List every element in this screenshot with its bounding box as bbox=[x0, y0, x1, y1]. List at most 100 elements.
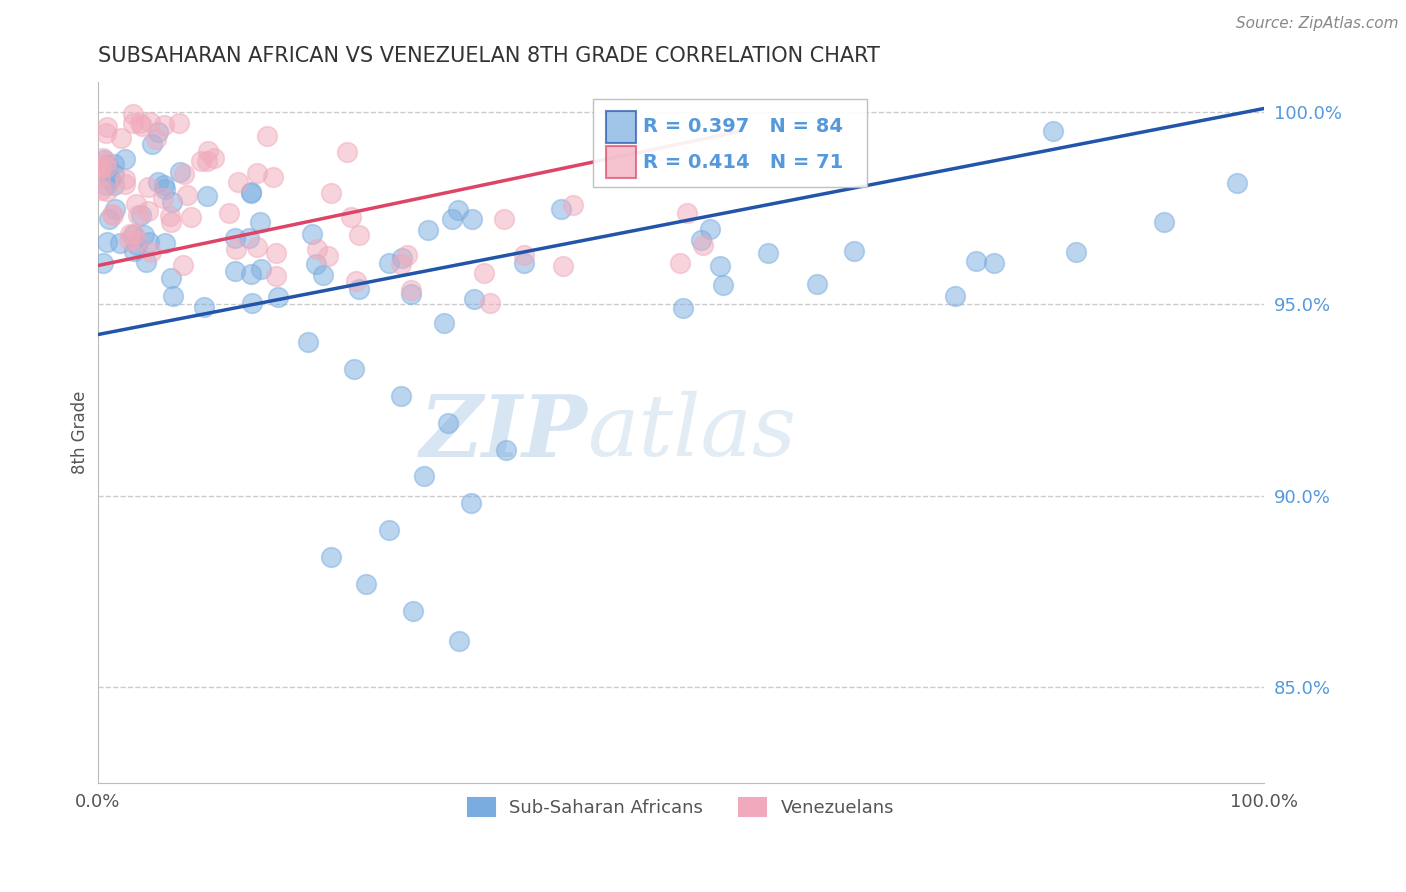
Point bbox=[97, 212, 120, 227]
Point bbox=[103, 157, 125, 171]
Point bbox=[378, 523, 401, 537]
Point bbox=[160, 271, 183, 285]
Point bbox=[240, 296, 263, 310]
Point bbox=[89, 170, 111, 185]
Point bbox=[139, 244, 162, 259]
Point bbox=[110, 131, 132, 145]
Point bbox=[1064, 245, 1087, 260]
Point bbox=[436, 416, 458, 430]
Point bbox=[267, 290, 290, 304]
Text: Source: ZipAtlas.com: Source: ZipAtlas.com bbox=[1236, 16, 1399, 31]
Point bbox=[447, 202, 470, 217]
Point bbox=[103, 202, 125, 216]
Point bbox=[172, 258, 194, 272]
Point bbox=[336, 145, 359, 159]
Point bbox=[87, 161, 110, 176]
Point bbox=[180, 211, 202, 225]
Point bbox=[131, 120, 153, 134]
Point bbox=[550, 202, 572, 217]
Point bbox=[463, 292, 485, 306]
Point bbox=[145, 132, 167, 146]
Point bbox=[91, 256, 114, 270]
Point bbox=[136, 204, 159, 219]
Point bbox=[96, 126, 118, 140]
Point bbox=[100, 172, 122, 186]
Point bbox=[146, 125, 169, 139]
Point bbox=[122, 244, 145, 259]
Y-axis label: 8th Grade: 8th Grade bbox=[72, 391, 89, 474]
Point bbox=[90, 183, 112, 197]
Point bbox=[478, 296, 501, 310]
Point bbox=[249, 215, 271, 229]
Point bbox=[202, 151, 225, 165]
Point bbox=[301, 227, 323, 242]
Point bbox=[239, 185, 262, 199]
Point bbox=[1153, 215, 1175, 229]
Point bbox=[173, 168, 195, 182]
Point bbox=[344, 274, 367, 288]
Point bbox=[228, 175, 250, 189]
Point bbox=[125, 197, 148, 211]
Point bbox=[297, 335, 319, 350]
Point bbox=[389, 389, 412, 403]
Point bbox=[135, 255, 157, 269]
Point bbox=[131, 209, 153, 223]
Point bbox=[699, 222, 721, 236]
Point bbox=[124, 234, 146, 248]
Point bbox=[125, 237, 148, 252]
Point bbox=[965, 253, 987, 268]
Point bbox=[103, 178, 125, 192]
Point bbox=[1042, 123, 1064, 137]
Point bbox=[441, 212, 464, 227]
Point bbox=[239, 186, 262, 201]
Point bbox=[160, 194, 183, 209]
Point bbox=[90, 161, 112, 176]
Point bbox=[114, 152, 136, 166]
Point bbox=[96, 158, 118, 172]
FancyBboxPatch shape bbox=[606, 111, 637, 143]
Point bbox=[127, 207, 149, 221]
Point bbox=[195, 153, 218, 168]
Point bbox=[225, 243, 247, 257]
Text: ZIP: ZIP bbox=[419, 391, 588, 475]
Point bbox=[354, 576, 377, 591]
Point bbox=[129, 116, 152, 130]
Point bbox=[319, 549, 342, 564]
Point bbox=[513, 248, 536, 262]
Point bbox=[152, 178, 174, 192]
Point bbox=[91, 152, 114, 166]
Point bbox=[96, 235, 118, 250]
Point bbox=[672, 301, 695, 315]
Point bbox=[169, 165, 191, 179]
Point bbox=[96, 184, 118, 198]
Point bbox=[141, 137, 163, 152]
Point bbox=[193, 300, 215, 314]
Point bbox=[561, 197, 583, 211]
Point bbox=[96, 161, 118, 175]
Point bbox=[378, 256, 401, 270]
Point bbox=[264, 268, 287, 283]
Point bbox=[418, 223, 440, 237]
Point bbox=[101, 208, 124, 222]
Point bbox=[146, 175, 169, 189]
Point bbox=[94, 155, 117, 169]
Point bbox=[319, 186, 342, 200]
Text: R = 0.414   N = 71: R = 0.414 N = 71 bbox=[644, 153, 844, 171]
Point bbox=[399, 283, 422, 297]
Point bbox=[238, 231, 260, 245]
FancyBboxPatch shape bbox=[606, 146, 637, 178]
Point bbox=[399, 286, 422, 301]
Point bbox=[316, 249, 339, 263]
Point bbox=[240, 267, 263, 281]
Point bbox=[396, 248, 419, 262]
Point bbox=[176, 188, 198, 202]
Point bbox=[495, 442, 517, 457]
Point bbox=[262, 170, 284, 185]
Point bbox=[512, 256, 534, 270]
Point bbox=[246, 166, 269, 180]
Point bbox=[159, 209, 181, 223]
Point bbox=[162, 289, 184, 303]
Point bbox=[460, 212, 482, 227]
Point bbox=[114, 178, 136, 192]
Point bbox=[122, 228, 145, 243]
